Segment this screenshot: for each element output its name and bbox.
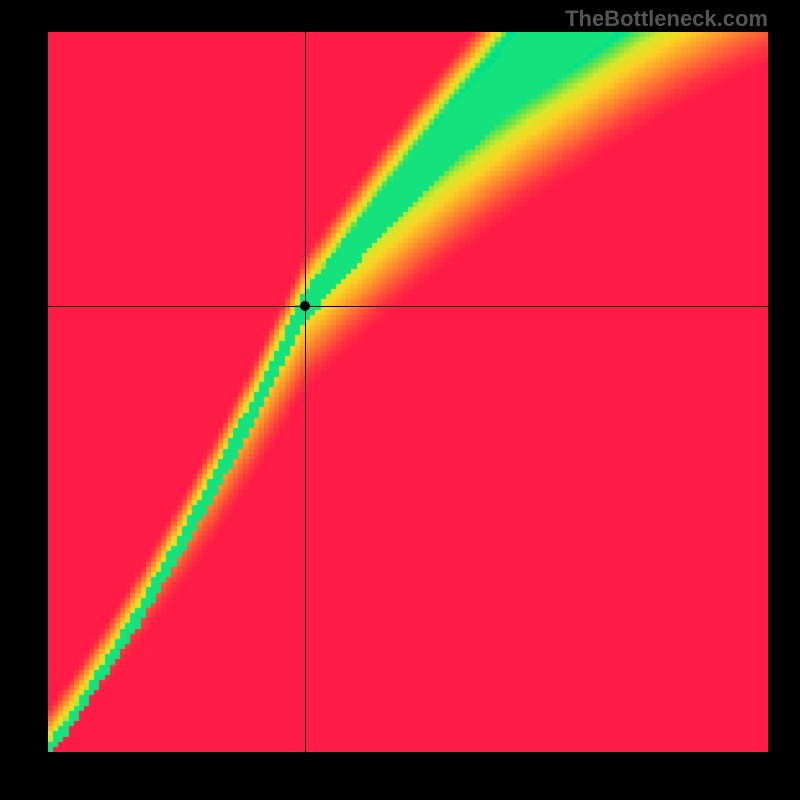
- crosshair-marker: [300, 301, 310, 311]
- crosshair-vertical: [305, 32, 306, 752]
- crosshair-horizontal: [48, 306, 768, 307]
- watermark-text: TheBottleneck.com: [565, 6, 768, 32]
- heatmap-plot: [48, 32, 768, 752]
- heatmap-canvas: [48, 32, 768, 752]
